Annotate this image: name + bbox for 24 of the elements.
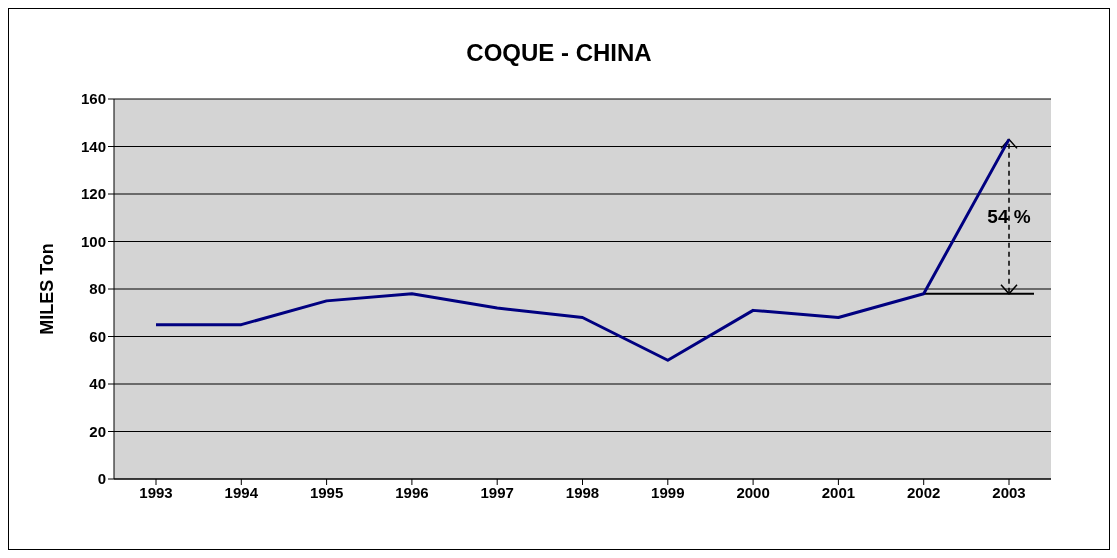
line-series <box>154 137 1011 362</box>
y-tick-label: 140 <box>80 137 106 155</box>
y-tick-label: 60 <box>89 327 106 345</box>
annotation: 54 % <box>987 205 1031 227</box>
chart-title: COQUE - CHINA <box>465 39 653 67</box>
x-tick-label: 1996 <box>395 483 429 501</box>
x-tick-label: 1995 <box>309 483 344 501</box>
y-tick-label: 0 <box>97 470 106 488</box>
y-tick-label: 120 <box>80 185 106 203</box>
y-tick-label: 100 <box>80 232 106 250</box>
x-tick-label: 2002 <box>907 483 941 501</box>
x-tick-label: 2001 <box>821 483 856 501</box>
x-tick-label: 1994 <box>224 483 259 501</box>
y-tick-label: 160 <box>80 90 106 108</box>
y-tick-label: 40 <box>89 375 106 393</box>
x-tick-label: 1998 <box>565 483 600 501</box>
x-tick-label: 1999 <box>651 483 685 501</box>
y-tick-label: 20 <box>89 422 106 440</box>
x-tick-label: 1993 <box>139 483 173 501</box>
x-tick-label: 2000 <box>736 483 770 501</box>
y-axis-title: MILES Ton <box>37 243 58 335</box>
x-tick-label: 2003 <box>992 483 1026 501</box>
y-tick-label: 80 <box>89 280 106 298</box>
x-tick-label: 1997 <box>480 483 514 501</box>
